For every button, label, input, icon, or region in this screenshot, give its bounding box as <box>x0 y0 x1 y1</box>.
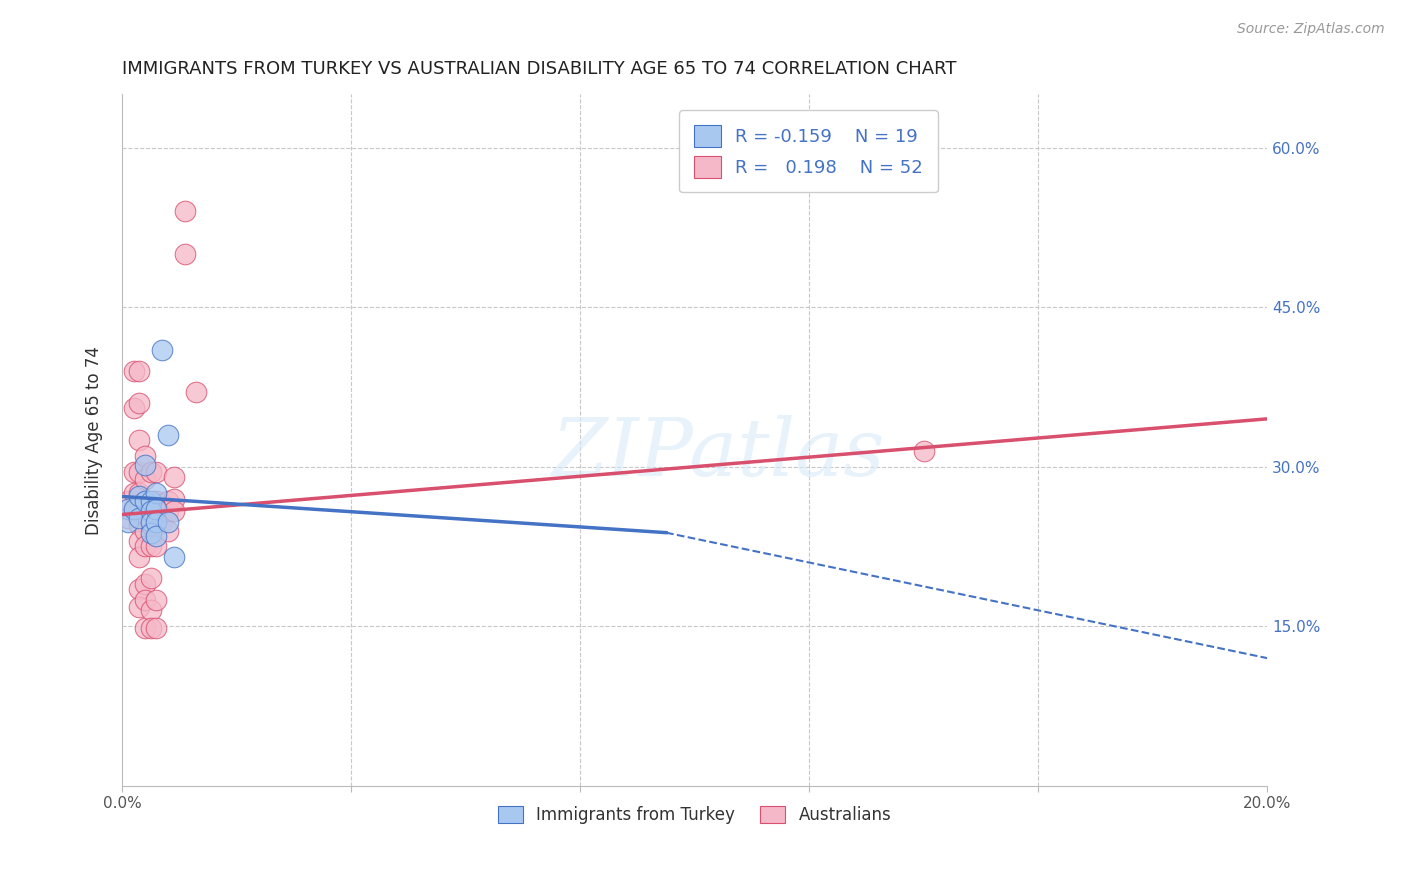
Point <box>134 621 156 635</box>
Point <box>145 592 167 607</box>
Point <box>128 364 150 378</box>
Text: ZIPatlas: ZIPatlas <box>551 415 884 492</box>
Legend: Immigrants from Turkey, Australians: Immigrants from Turkey, Australians <box>489 798 900 833</box>
Point <box>117 510 139 524</box>
Point <box>128 465 150 479</box>
Point <box>150 515 173 529</box>
Point <box>162 550 184 565</box>
Point <box>134 449 156 463</box>
Point <box>134 592 156 607</box>
Point <box>134 473 156 487</box>
Point <box>139 621 162 635</box>
Point <box>128 518 150 533</box>
Point <box>174 204 197 219</box>
Point <box>128 534 150 549</box>
Point <box>150 343 173 357</box>
Point <box>156 504 179 518</box>
Point <box>145 540 167 554</box>
Point <box>134 576 156 591</box>
Point <box>145 502 167 516</box>
Point <box>186 385 208 400</box>
Point <box>139 525 162 540</box>
Point <box>145 465 167 479</box>
Point <box>134 493 156 508</box>
Point <box>912 443 935 458</box>
Point <box>139 540 162 554</box>
Point <box>139 515 162 529</box>
Point <box>128 490 150 504</box>
Point <box>145 493 167 508</box>
Point <box>134 524 156 538</box>
Point <box>145 515 167 529</box>
Text: IMMIGRANTS FROM TURKEY VS AUSTRALIAN DISABILITY AGE 65 TO 74 CORRELATION CHART: IMMIGRANTS FROM TURKEY VS AUSTRALIAN DIS… <box>122 60 956 78</box>
Point <box>174 247 197 261</box>
Point <box>139 518 162 533</box>
Point <box>128 433 150 447</box>
Point <box>145 529 167 543</box>
Point <box>117 515 139 529</box>
Point <box>134 540 156 554</box>
Point <box>117 502 139 516</box>
Point <box>139 502 162 516</box>
Point <box>134 508 156 522</box>
Point <box>128 550 150 565</box>
Point <box>150 497 173 511</box>
Text: Source: ZipAtlas.com: Source: ZipAtlas.com <box>1237 22 1385 37</box>
Point <box>139 603 162 617</box>
Point <box>117 493 139 508</box>
Point <box>128 582 150 596</box>
Point <box>128 600 150 615</box>
Point <box>156 493 179 508</box>
Point <box>128 510 150 524</box>
Point <box>134 493 156 508</box>
Y-axis label: Disability Age 65 to 74: Disability Age 65 to 74 <box>86 346 103 534</box>
Point <box>139 571 162 585</box>
Point <box>156 524 179 538</box>
Point <box>134 458 156 472</box>
Point <box>122 504 145 518</box>
Point <box>122 502 145 516</box>
Point <box>162 470 184 484</box>
Point <box>122 364 145 378</box>
Point <box>145 486 167 500</box>
Point <box>156 427 179 442</box>
Point <box>128 502 150 516</box>
Point <box>122 401 145 416</box>
Point <box>156 515 179 529</box>
Point <box>122 486 145 500</box>
Point <box>145 621 167 635</box>
Point <box>128 396 150 410</box>
Point <box>139 465 162 479</box>
Point <box>122 465 145 479</box>
Point <box>139 493 162 508</box>
Point <box>145 518 167 533</box>
Point <box>139 504 162 518</box>
Point <box>162 504 184 518</box>
Point <box>128 486 150 500</box>
Point <box>162 491 184 506</box>
